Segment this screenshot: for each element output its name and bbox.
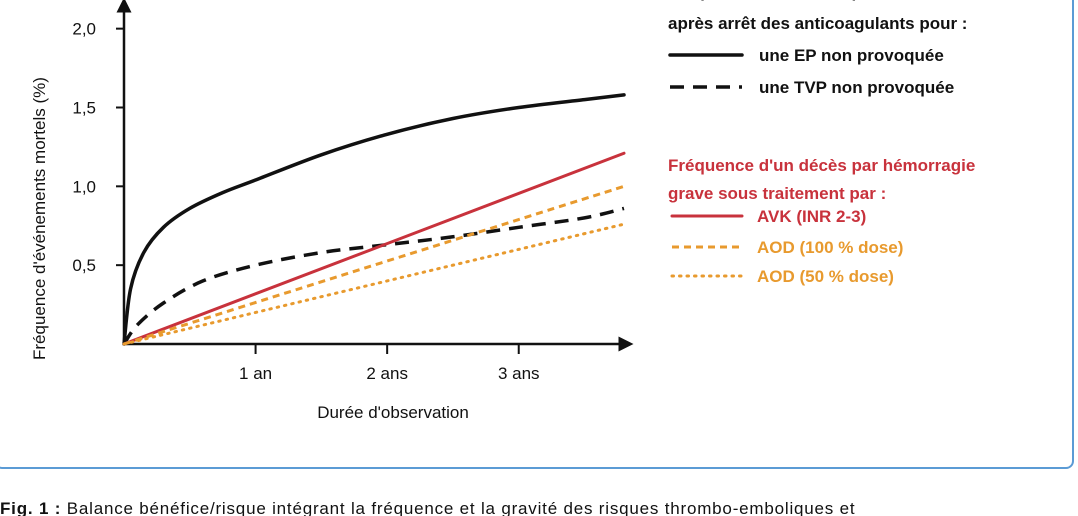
series-line-2 (122, 206, 625, 345)
legend-group-title: grave sous traitement par : (668, 184, 886, 203)
series-line-1 (122, 93, 626, 346)
series-line-4 (123, 184, 625, 346)
legend-group-title: après arrêt des anticoagulants pour : (668, 14, 967, 33)
legend-label: une TVP non provoquée (759, 78, 954, 97)
x-tick-label: 2 ans (366, 364, 408, 383)
legend-label: AOD (100 % dose) (757, 238, 903, 257)
figure-caption: Fig. 1 : Balance bénéfice/risque intégra… (0, 498, 1078, 516)
legend-label: une EP non provoquée (759, 46, 944, 65)
y-tick-label: 0,5 (72, 256, 96, 275)
y-axis-title: Fréquence d'événements mortels (%) (30, 77, 49, 360)
caption-lead: Fig. 1 : (0, 499, 62, 516)
series-line-5 (122, 222, 626, 346)
chart: 0,5 1,0 1,5 2,0 1 an 2 ans 3 ans Durée d'observ… (30, 0, 975, 422)
figure-panel (0, 0, 1074, 469)
y-tick-label: 1,5 (72, 98, 96, 117)
legend-label: AOD (50 % dose) (757, 267, 894, 286)
caption-text: Balance bénéfice/risque intégrant la fré… (66, 499, 856, 516)
series-line-3 (122, 151, 626, 346)
x-tick-label: 1 an (239, 364, 272, 383)
x-axis-title: Durée d'observation (317, 403, 469, 422)
legend-label: AVK (INR 2-3) (757, 207, 866, 226)
y-tick-label: 1,0 (72, 177, 96, 196)
y-tick-label: 2,0 (72, 20, 96, 39)
legend-group-title: Fréquence d'un décès par hémorragie (668, 156, 975, 175)
legend-group-title: Fréquence d'un décès par récidive (668, 0, 947, 1)
x-tick-label: 3 ans (498, 364, 540, 383)
